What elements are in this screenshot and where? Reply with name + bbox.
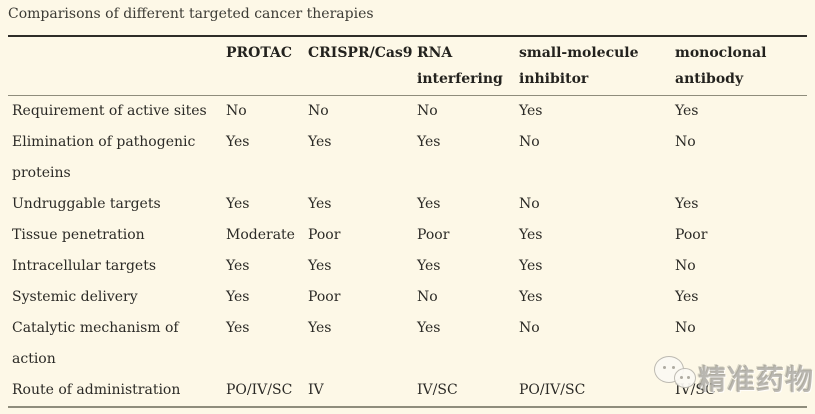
row-label: Undruggable targets xyxy=(12,196,161,212)
table-row: Route of administration PO/IV/SC IV IV/S… xyxy=(8,375,807,407)
cell: Yes xyxy=(519,289,543,305)
cell: No xyxy=(675,320,696,336)
cell: Yes xyxy=(675,289,699,305)
cell: No xyxy=(519,196,540,212)
cell: Poor xyxy=(417,227,450,243)
cell: Yes xyxy=(519,103,543,119)
table-header: PROTAC CRISPR/Cas9 RNA interfering small… xyxy=(8,36,807,96)
cell: No xyxy=(308,103,329,119)
cell: Yes xyxy=(417,258,441,274)
cell: Poor xyxy=(308,289,341,305)
table-row: Systemic delivery Yes Poor No Yes Yes xyxy=(8,282,807,313)
cell: IV/SC xyxy=(417,382,458,398)
table-row: Tissue penetration Moderate Poor Poor Ye… xyxy=(8,220,807,251)
cell: Yes xyxy=(675,103,699,119)
row-label: Catalytic mechanism of action xyxy=(12,320,179,367)
cell: Yes xyxy=(226,258,250,274)
column-header-monoclonal: monoclonal antibody xyxy=(675,45,767,87)
comparison-table: PROTAC CRISPR/Cas9 RNA interfering small… xyxy=(8,35,807,408)
cell: Yes xyxy=(308,258,332,274)
cell: Yes xyxy=(675,196,699,212)
cell: PO/IV/SC xyxy=(226,382,293,398)
cell: Yes xyxy=(226,320,250,336)
cell: Poor xyxy=(675,227,708,243)
cell: No xyxy=(675,258,696,274)
cell: No xyxy=(519,320,540,336)
cell: Yes xyxy=(308,196,332,212)
table-row: Undruggable targets Yes Yes Yes No Yes xyxy=(8,189,807,220)
row-label: Tissue penetration xyxy=(12,227,145,243)
cell: Yes xyxy=(308,320,332,336)
header-row: PROTAC CRISPR/Cas9 RNA interfering small… xyxy=(8,36,807,96)
cell: No xyxy=(226,103,247,119)
cell: No xyxy=(675,134,696,150)
cell: Yes xyxy=(417,320,441,336)
table-row: Elimination of pathogenic proteins Yes Y… xyxy=(8,127,807,189)
cell: Yes xyxy=(226,196,250,212)
cell: Yes xyxy=(226,134,250,150)
cell: Yes xyxy=(308,134,332,150)
table-body: Requirement of active sites No No No Yes… xyxy=(8,96,807,408)
row-label: Systemic delivery xyxy=(12,289,138,305)
row-label: Route of administration xyxy=(12,382,181,398)
cell: No xyxy=(417,289,438,305)
cell: Yes xyxy=(226,289,250,305)
row-label: Elimination of pathogenic proteins xyxy=(12,134,196,181)
cell: Moderate xyxy=(226,227,295,243)
column-header-small-molecule: small-molecule inhibitor xyxy=(519,45,639,87)
cell: Poor xyxy=(308,227,341,243)
table-caption: Comparisons of different targeted cancer… xyxy=(8,6,374,22)
column-header-protac: PROTAC xyxy=(226,45,293,61)
row-label: Requirement of active sites xyxy=(12,103,207,119)
cell: PO/IV/SC xyxy=(519,382,586,398)
cell: IV/SC xyxy=(675,382,716,398)
cell: Yes xyxy=(417,196,441,212)
table-row: Requirement of active sites No No No Yes… xyxy=(8,96,807,128)
row-label: Intracellular targets xyxy=(12,258,156,274)
cell: Yes xyxy=(417,134,441,150)
cell: No xyxy=(519,134,540,150)
cell: Yes xyxy=(519,227,543,243)
table-row: Intracellular targets Yes Yes Yes Yes No xyxy=(8,251,807,282)
cell: IV xyxy=(308,382,324,398)
cell: No xyxy=(417,103,438,119)
header-corner-cell xyxy=(8,36,226,96)
column-header-rna-interfering: RNA interfering xyxy=(417,45,503,87)
column-header-crispr: CRISPR/Cas9 xyxy=(308,45,413,61)
table-row: Catalytic mechanism of action Yes Yes Ye… xyxy=(8,313,807,375)
cell: Yes xyxy=(519,258,543,274)
